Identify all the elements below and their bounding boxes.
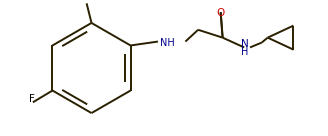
Text: NH: NH bbox=[160, 38, 175, 47]
Text: N: N bbox=[241, 39, 249, 49]
Text: F: F bbox=[29, 94, 35, 104]
Text: H: H bbox=[241, 47, 249, 57]
Text: O: O bbox=[216, 8, 225, 18]
